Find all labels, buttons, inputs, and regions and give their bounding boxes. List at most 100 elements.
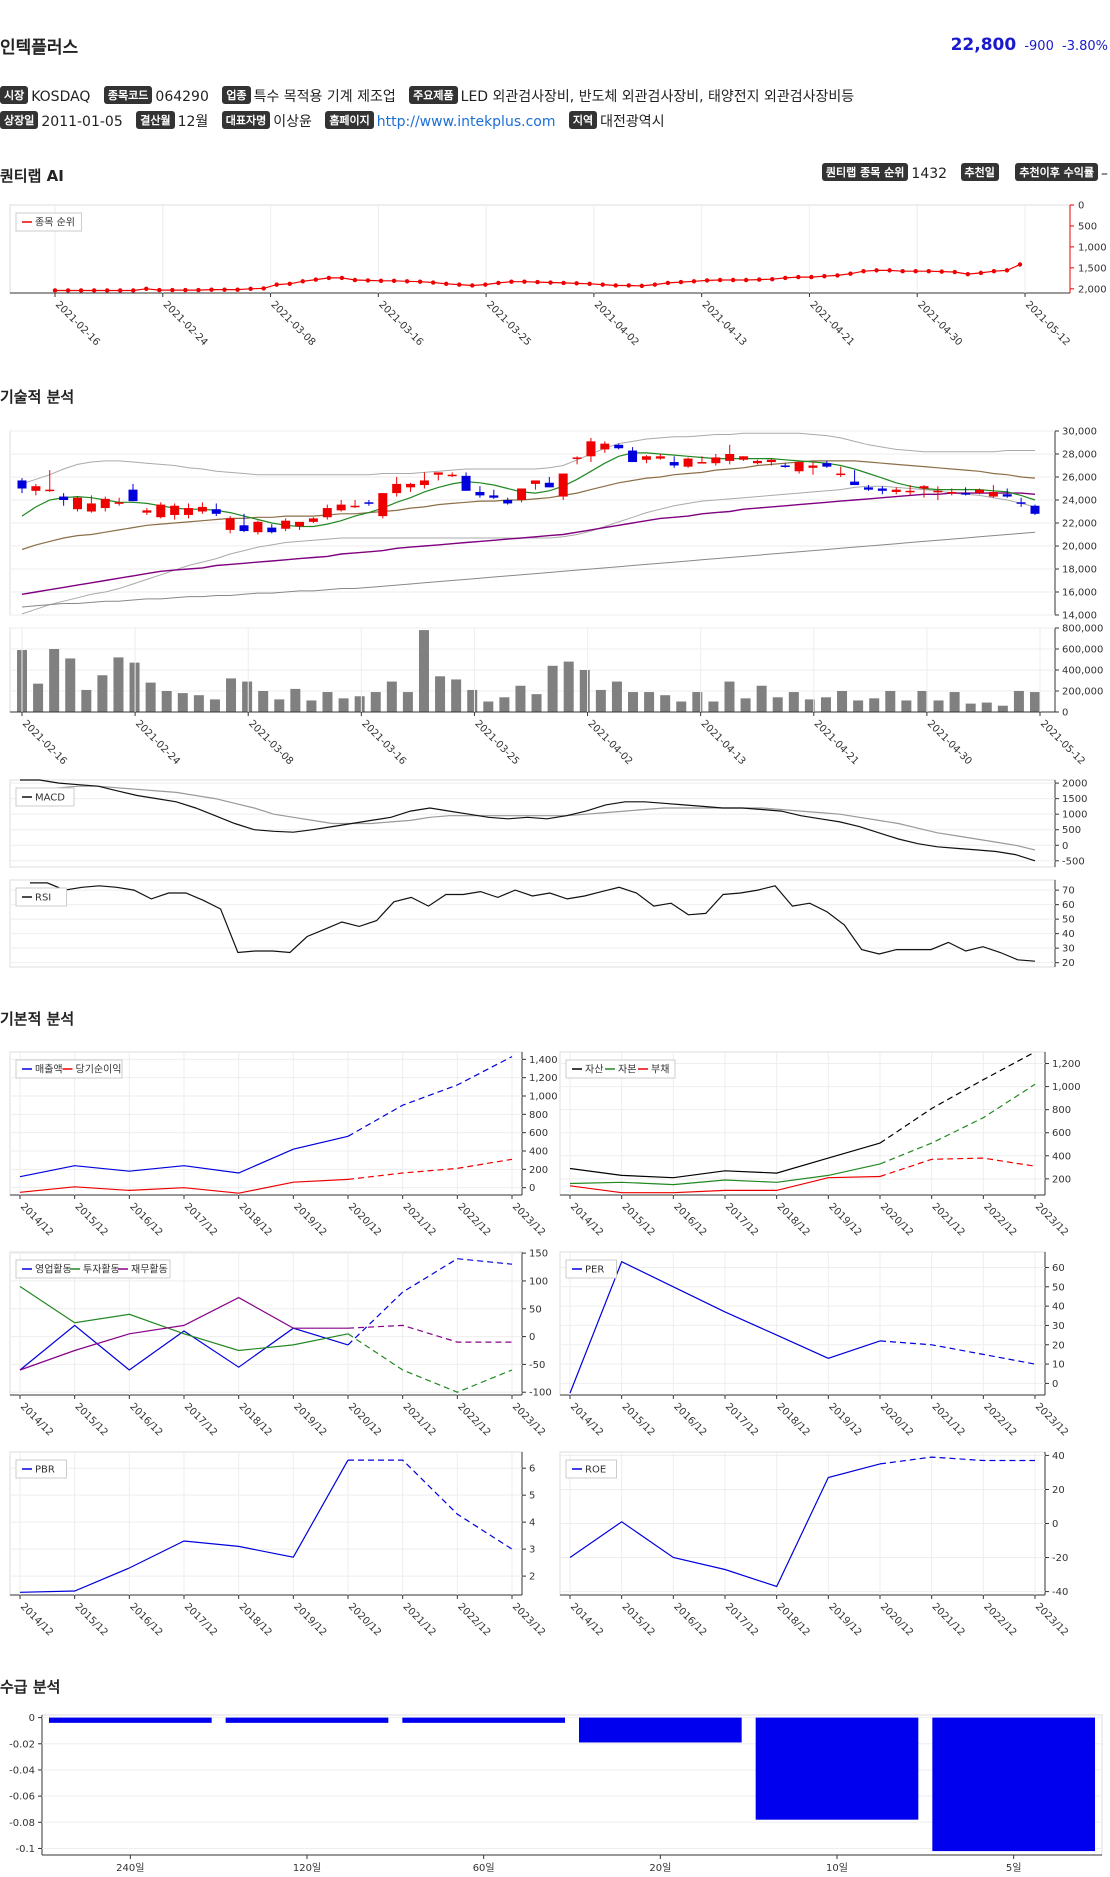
rank-point <box>978 270 984 276</box>
candle-body <box>281 520 291 529</box>
volume-bar <box>370 692 381 712</box>
volume-bar <box>804 699 815 712</box>
candle-body <box>86 503 96 512</box>
rank-point <box>639 283 645 289</box>
volume-chart-x-tick-label: 2021-04-13 <box>699 718 748 767</box>
volume-bar <box>129 662 140 712</box>
balance-chart-y-tick-label: 200 <box>1052 1174 1071 1185</box>
rank-chart-legend-label: 종목 순위 <box>35 216 75 229</box>
candle-body <box>891 489 901 492</box>
supply-bar <box>49 1717 212 1723</box>
price-bb-upper-line <box>21 432 1035 485</box>
pbr-chart-x-tick-label: 2014/12 <box>18 1601 55 1638</box>
volume-chart-y-tick-label: 200,000 <box>1062 687 1103 698</box>
volume-bar <box>306 700 317 712</box>
fiscal-tag: 결산월 <box>136 111 175 129</box>
volume-bar <box>49 649 60 712</box>
pbr-chart-y-tick-label: 6 <box>529 1464 535 1475</box>
candle-body <box>933 490 943 493</box>
supply-chart-y-tick-label: 0 <box>29 1713 35 1724</box>
section-supply-title: 수급 분석 <box>0 1678 61 1696</box>
volume-chart-y-tick-label: 800,000 <box>1062 624 1103 635</box>
rank-chart-y-tick-label: 1,000 <box>1078 242 1107 253</box>
price-chart-y-tick-label: 20,000 <box>1062 542 1097 553</box>
rank-point <box>78 288 84 293</box>
per-chart-legend-label: PER <box>585 1265 604 1276</box>
volume-bar <box>435 676 446 712</box>
balance-chart-y-tick-label: 600 <box>1052 1128 1071 1139</box>
rank-point <box>261 286 266 291</box>
homepage-tag: 홈페이지 <box>325 111 374 129</box>
cashflow-series-line <box>19 1296 348 1371</box>
candle-body <box>683 458 693 467</box>
volume-bar <box>386 681 397 712</box>
volume-bar <box>611 681 622 712</box>
supply-bar <box>932 1717 1095 1852</box>
income-series-line <box>19 1178 349 1194</box>
roe-chart-x-tick-label: 2016/12 <box>671 1601 708 1638</box>
rank-point <box>691 279 697 284</box>
homepage-link[interactable]: http://www.intekplus.com <box>376 114 556 130</box>
volume-bar <box>322 692 333 712</box>
balance-chart-legend-label: 자본 <box>618 1064 636 1076</box>
rank-point <box>509 279 514 284</box>
per-chart-x-tick-label: 2023/12 <box>1033 1401 1070 1438</box>
volume-bar <box>853 700 864 712</box>
rank-point <box>796 274 801 280</box>
pbr-chart-x-tick-label: 2016/12 <box>127 1601 164 1638</box>
candle-body <box>100 498 110 509</box>
fiscal-value: 12월 <box>177 114 209 130</box>
rank-point <box>652 282 658 287</box>
candle-body <box>503 500 513 504</box>
rank-point <box>157 287 162 293</box>
rank-point <box>665 280 671 286</box>
rec-date-tag: 추천일 <box>960 163 999 181</box>
income-chart-x-tick-label: 2019/12 <box>291 1201 328 1238</box>
volume-chart-x-tick-label: 2021-03-25 <box>472 718 521 767</box>
ceo-value: 이상윤 <box>273 114 312 130</box>
roe-chart-y-tick-label: 20 <box>1052 1485 1065 1496</box>
candle-body <box>517 488 527 500</box>
candle-body <box>1030 505 1040 514</box>
cashflow-chart-legend-label: 재무활동 <box>131 1263 168 1276</box>
rank-chart-frame <box>9 204 1071 294</box>
rsi-chart-y-tick-label: 40 <box>1062 929 1075 940</box>
candle-body <box>31 486 41 491</box>
candle-body <box>59 496 69 500</box>
volume-bar <box>788 692 799 712</box>
roe-chart-x-tick-label: 2020/12 <box>878 1601 915 1638</box>
rank-chart-x-tick-label: 2021-04-30 <box>915 299 964 348</box>
candle-body <box>558 473 568 497</box>
macd-chart-y-tick-label: 0 <box>1062 841 1068 852</box>
income-chart-y-tick-label: 800 <box>529 1110 548 1121</box>
per-chart-y-tick-label: 20 <box>1052 1340 1065 1351</box>
cashflow-series-estimate-line <box>347 1333 513 1393</box>
balance-series-estimate-line <box>879 1051 1036 1144</box>
rank-point <box>613 283 618 288</box>
cashflow-chart-x-tick-label: 2015/12 <box>73 1401 110 1438</box>
pbr-chart-x-tick-label: 2021/12 <box>401 1601 438 1638</box>
volume-bar <box>1030 692 1040 712</box>
rsi-chart-y-tick-label: 30 <box>1062 944 1075 955</box>
volume-bar <box>579 670 590 712</box>
volume-chart-x-tick-label: 2021-02-24 <box>133 718 182 767</box>
per-chart-x-tick-label: 2016/12 <box>671 1401 708 1438</box>
cashflow-chart-legend-label: 투자활동 <box>83 1263 120 1276</box>
balance-series-line <box>569 1175 881 1194</box>
rank-value: 1432 <box>911 166 948 182</box>
rsi-chart-legend-box <box>15 887 67 907</box>
income-chart-x-tick-label: 2017/12 <box>182 1201 219 1238</box>
supply-chart-x-tick-label: 10일 <box>826 1862 848 1874</box>
rank-chart-x-tick-label: 2021-04-21 <box>807 299 856 348</box>
per-chart-y-tick-label: 50 <box>1052 1282 1065 1293</box>
rank-point <box>913 269 918 274</box>
candle-body <box>447 474 457 477</box>
balance-chart-x-tick-label: 2023/12 <box>1033 1201 1070 1238</box>
balance-chart-x-tick-label: 2022/12 <box>981 1201 1018 1238</box>
balance-chart-legend-label: 자산 <box>585 1064 603 1076</box>
per-chart-x-tick-label: 2021/12 <box>930 1401 967 1438</box>
volume-bar <box>113 657 124 712</box>
roe-chart-x-tick-label: 2014/12 <box>568 1601 605 1638</box>
volume-chart-x-tick-label: 2021-04-30 <box>925 718 974 767</box>
cashflow-series-estimate-line <box>347 1324 512 1343</box>
